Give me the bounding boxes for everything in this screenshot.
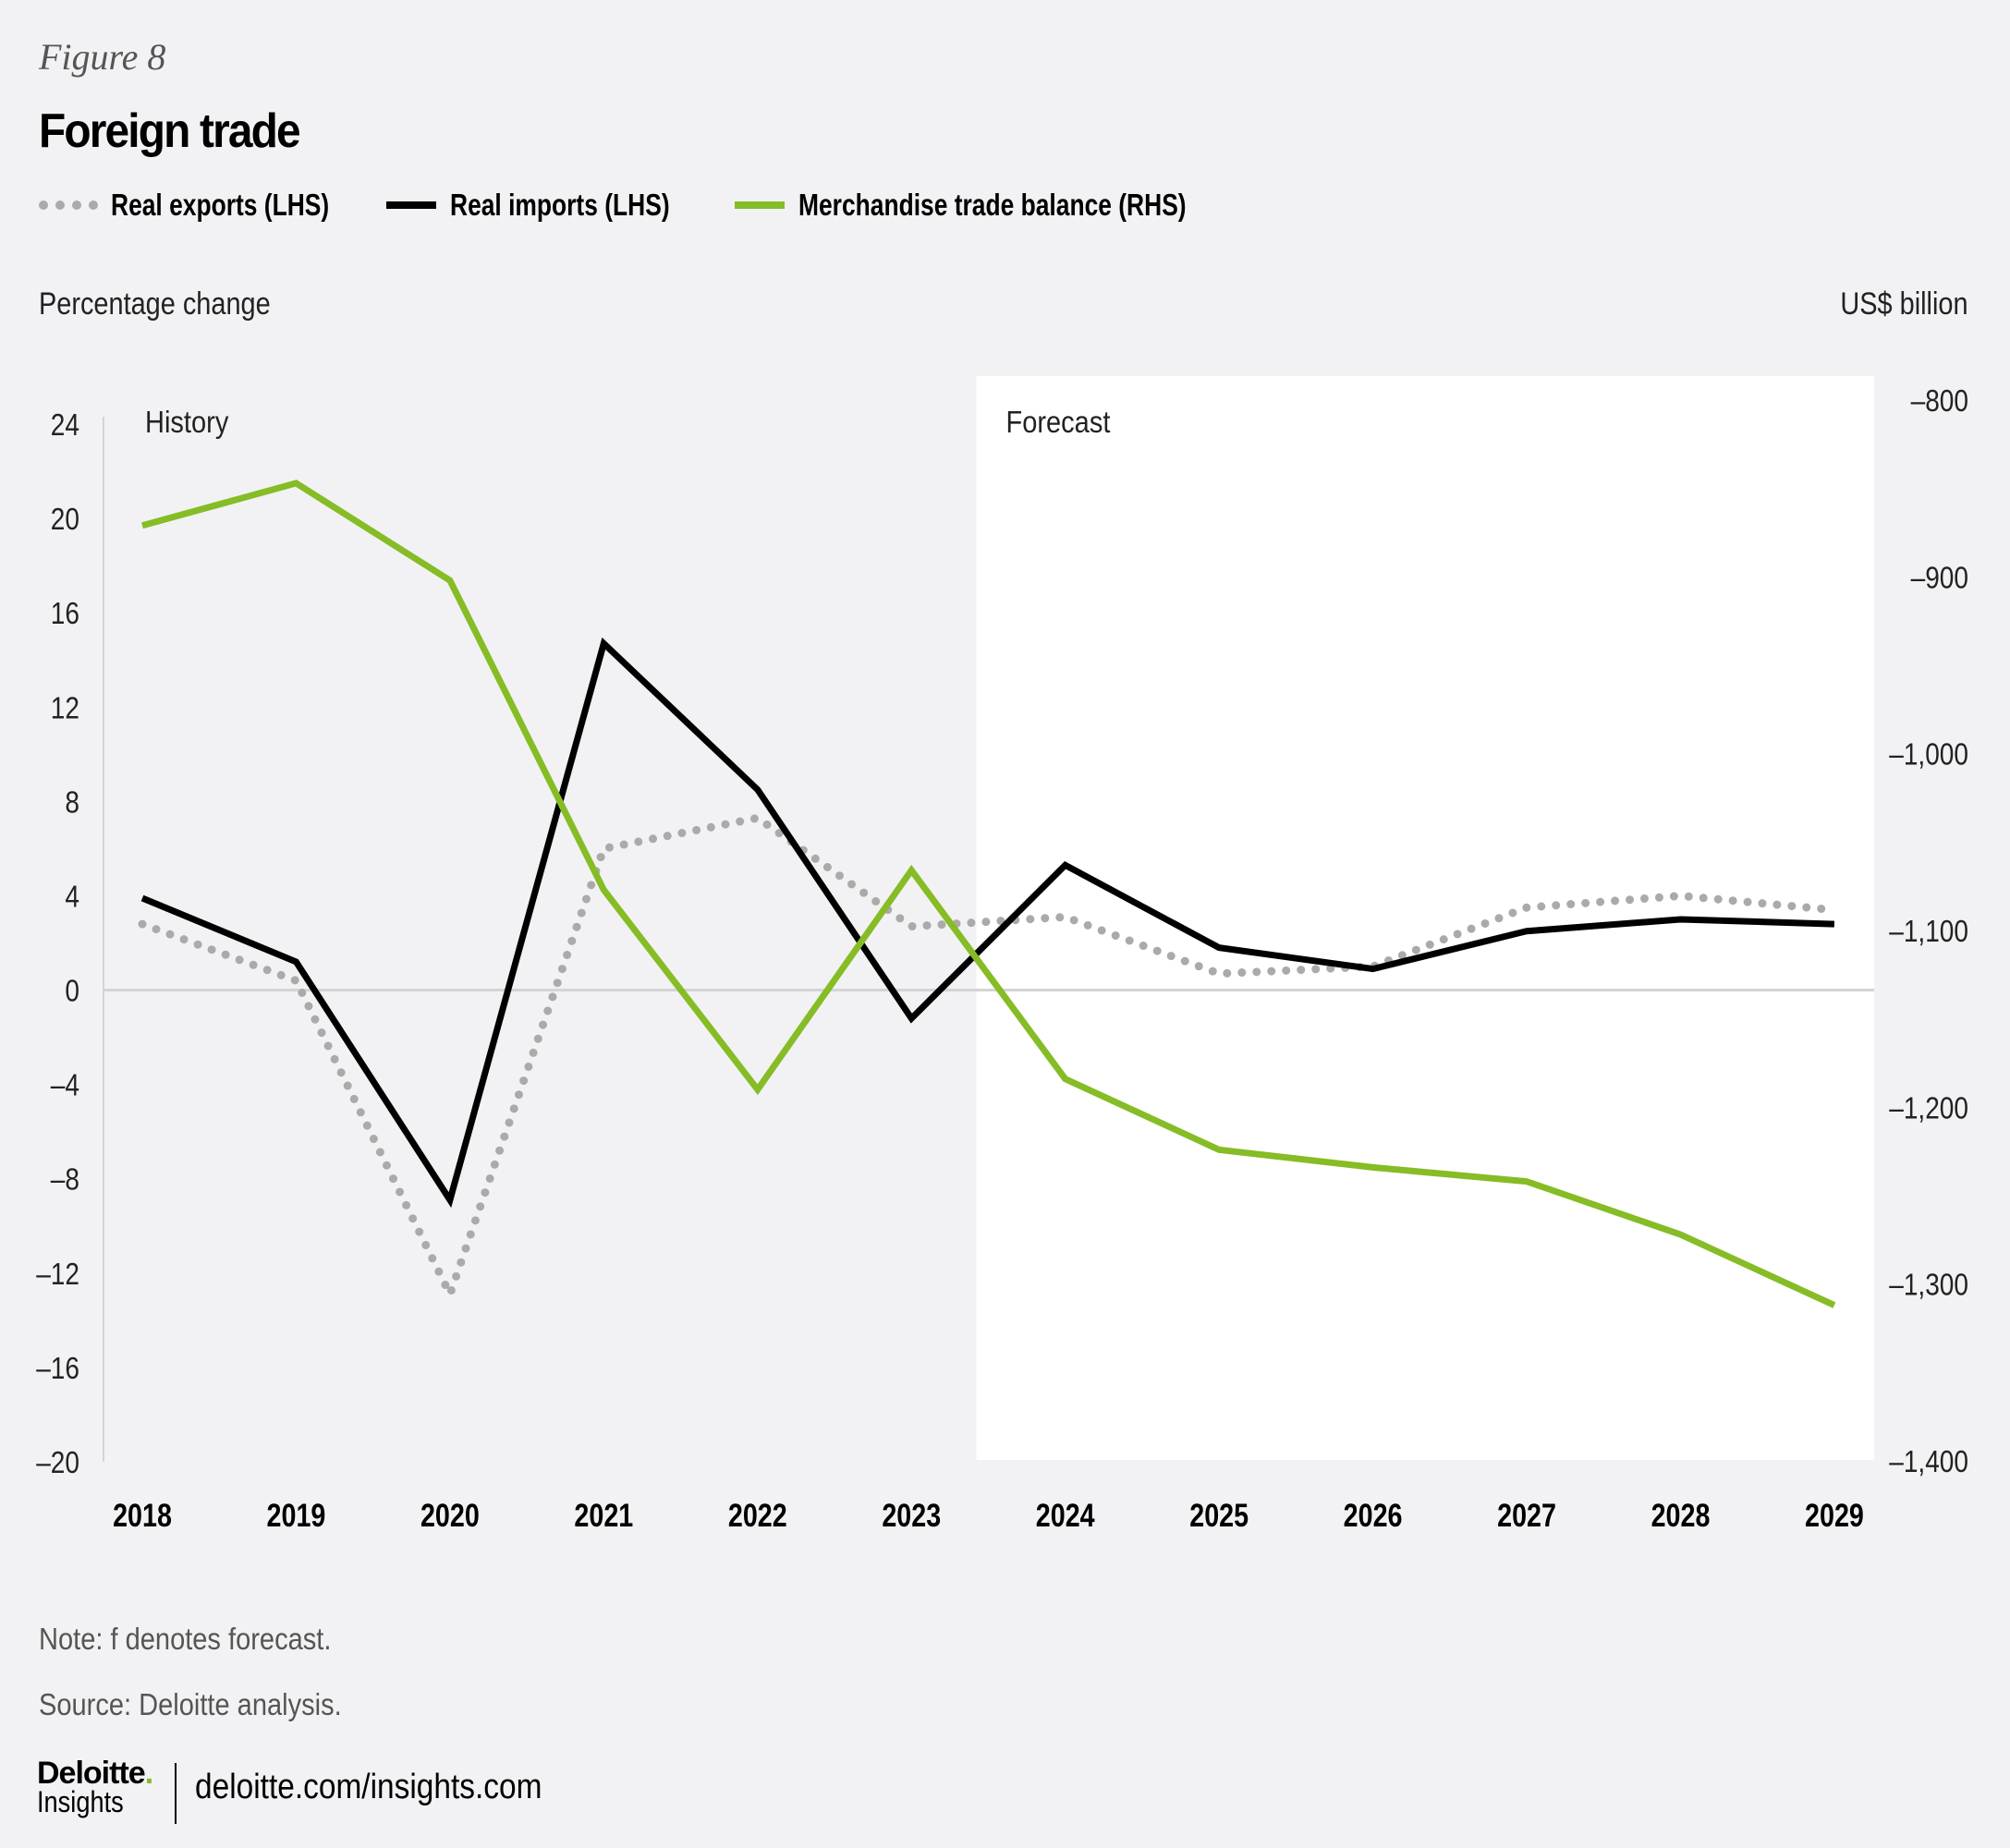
legend-label: Real imports (LHS) [450, 188, 670, 222]
right-tick-label: –800 [1911, 384, 1968, 419]
series-line-real-exports [138, 813, 1839, 1299]
x-tick-label: 2026 [1344, 1497, 1403, 1533]
legend-label: Real exports (LHS) [111, 188, 330, 222]
legend-item-trade-balance: Merchandise trade balance (RHS) [735, 185, 1284, 225]
right-tick-label: –900 [1911, 561, 1968, 595]
left-tick-label: –12 [36, 1258, 79, 1292]
history-label: History [145, 405, 229, 439]
note-text: Note: f denotes forecast. [39, 1622, 332, 1656]
left-tick-label: 0 [65, 974, 79, 1008]
legend-item-real-exports: Real exports (LHS) [39, 185, 384, 225]
x-tick-label: 2021 [574, 1497, 633, 1533]
x-tick-label: 2029 [1805, 1497, 1864, 1533]
forecast-label: Forecast [1005, 405, 1110, 439]
left-axis-ticks: 24 20 16 12 8 4 0 –4 –8 –12 –16 –20 [36, 408, 79, 1480]
left-tick-label: 4 [65, 880, 79, 914]
left-tick-label: 12 [51, 691, 79, 725]
source-text: Source: Deloitte analysis. [39, 1687, 342, 1721]
left-tick-label: 16 [51, 597, 79, 631]
x-tick-label: 2019 [267, 1497, 326, 1533]
left-tick-label: –16 [36, 1352, 79, 1386]
right-tick-label: –1,400 [1889, 1445, 1968, 1479]
left-tick-label: 24 [51, 408, 79, 443]
left-tick-label: 8 [65, 785, 79, 820]
chart-title: Foreign trade [39, 104, 301, 158]
x-tick-label: 2023 [882, 1497, 941, 1533]
deloitte-logo: Deloitte. [37, 1756, 154, 1792]
logo-insights: Insights [37, 1785, 124, 1818]
x-axis-ticks: 2018 2019 2020 2021 2022 2023 2024 2025 2026 2027… [113, 1497, 1864, 1533]
x-tick-label: 2024 [1036, 1497, 1095, 1533]
logo-green-dot: . [144, 1756, 154, 1791]
left-tick-label: –8 [51, 1163, 79, 1198]
right-tick-label: –1,200 [1889, 1091, 1968, 1125]
dotted-line-swatch-icon [39, 201, 98, 210]
left-tick-label: –20 [36, 1446, 79, 1480]
left-tick-label: 20 [51, 503, 79, 537]
series-layer [138, 480, 1839, 1308]
logo-wordmark: Deloitte [37, 1756, 146, 1791]
insights-url-link[interactable]: deloitte.com/insights.com [195, 1768, 542, 1806]
solid-line-swatch-icon [386, 201, 436, 209]
legend-item-real-imports: Real imports (LHS) [386, 185, 725, 225]
x-tick-label: 2022 [728, 1497, 787, 1533]
left-axis-title: Percentage change [39, 286, 271, 322]
x-tick-label: 2028 [1651, 1497, 1711, 1533]
legend-label: Merchandise trade balance (RHS) [798, 188, 1187, 222]
right-tick-label: –1,100 [1889, 915, 1968, 949]
right-tick-label: –1,300 [1889, 1269, 1968, 1303]
x-tick-label: 2020 [420, 1497, 480, 1533]
right-axis-title: US$ billion [1840, 286, 1968, 322]
green-line-swatch-icon [735, 201, 785, 209]
left-tick-label: –4 [51, 1069, 79, 1103]
x-tick-label: 2027 [1497, 1497, 1556, 1533]
x-tick-label: 2018 [113, 1497, 172, 1533]
footer-divider [175, 1763, 177, 1824]
series-line-real-imports [140, 637, 1835, 1209]
right-tick-label: –1,000 [1889, 738, 1968, 772]
x-tick-label: 2025 [1189, 1497, 1249, 1533]
right-axis-ticks: –800 –900 –1,000 –1,100 –1,200 –1,300 –1,400 [1889, 384, 1968, 1479]
figure-label: Figure 8 [39, 36, 166, 78]
series-line-merchandise-trade-balance [141, 480, 1836, 1308]
